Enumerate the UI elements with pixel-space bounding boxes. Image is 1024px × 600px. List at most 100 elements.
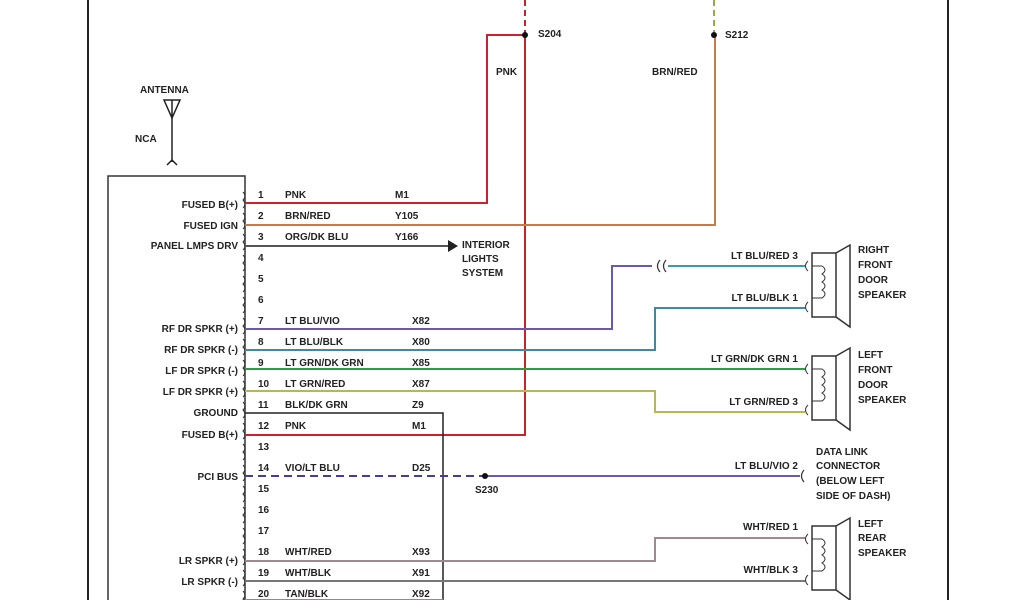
pin-circuit: X80 <box>412 337 430 348</box>
svg-text:LF DR SPKR (+): LF DR SPKR (+) <box>163 387 238 398</box>
svg-text:LT GRN/RED 3: LT GRN/RED 3 <box>729 397 798 408</box>
rf-speaker-icon <box>805 243 851 329</box>
svg-text:WHT/BLK 3: WHT/BLK 3 <box>744 565 799 576</box>
pin-num: 10 <box>258 379 270 390</box>
pin-num: 7 <box>258 316 264 327</box>
pin-num: 16 <box>258 505 270 516</box>
svg-text:LIGHTS: LIGHTS <box>462 254 499 265</box>
pin-circuit: X93 <box>412 547 430 558</box>
pin-num: 8 <box>258 337 264 348</box>
pin-num: 1 <box>258 190 264 201</box>
svg-text:FUSED B(+): FUSED B(+) <box>182 200 238 211</box>
svg-text:PANEL LMPS DRV: PANEL LMPS DRV <box>151 241 239 252</box>
pin-circuit: X92 <box>412 589 430 600</box>
dlc-label: DATA LINK CONNECTOR (BELOW LEFT SIDE OF … <box>816 447 890 502</box>
lf-speaker-icon <box>805 346 851 432</box>
wire-pin12 <box>245 35 526 436</box>
svg-text:LT BLU/VIO 2: LT BLU/VIO 2 <box>735 461 799 472</box>
pin-bracket <box>242 212 246 230</box>
wire-pin7 <box>245 265 652 330</box>
pin-circuit: D25 <box>412 463 431 474</box>
pin-circuit: Y105 <box>395 211 419 222</box>
svg-text:LEFT: LEFT <box>858 350 883 361</box>
wire-pin10 <box>245 390 805 413</box>
wires <box>245 0 805 600</box>
pin-num: 13 <box>258 442 270 453</box>
wire-pin11 <box>245 412 444 600</box>
pin-num: 12 <box>258 421 270 432</box>
svg-text:LT BLU/RED 3: LT BLU/RED 3 <box>731 251 798 262</box>
pin-num: 5 <box>258 274 264 285</box>
pin-bracket <box>242 338 246 356</box>
pin-num: 11 <box>258 400 269 411</box>
pin-bracket <box>242 443 246 461</box>
antenna-icon <box>162 99 182 166</box>
pin-color: ORG/DK BLU <box>285 232 348 243</box>
svg-text:LF DR SPKR (-): LF DR SPKR (-) <box>165 366 238 377</box>
svg-text:DOOR: DOOR <box>858 275 889 286</box>
pin-num: 9 <box>258 358 264 369</box>
splice-s212-dot <box>711 32 717 38</box>
pin-circuit: M1 <box>412 421 426 432</box>
inline-connector-icon <box>656 259 667 273</box>
pin-color: WHT/BLK <box>285 568 332 579</box>
pin-color: LT BLU/BLK <box>285 337 344 348</box>
pin-bracket <box>242 233 246 251</box>
riser-pnk-label: PNK <box>496 67 518 78</box>
pin-bracket <box>242 254 246 272</box>
pin-bracket <box>242 275 246 293</box>
pin-num: 4 <box>258 253 264 264</box>
pin-bracket <box>242 569 246 587</box>
svg-text:SPEAKER: SPEAKER <box>858 548 907 559</box>
svg-text:RF DR SPKR (-): RF DR SPKR (-) <box>164 345 238 356</box>
pin-bracket <box>242 590 246 600</box>
pin-bracket <box>242 548 246 566</box>
pin-num: 20 <box>258 589 270 600</box>
arrow-icon <box>448 240 458 252</box>
pin-num: 19 <box>258 568 270 579</box>
rf-speaker-label: RIGHT FRONT DOOR SPEAKER <box>858 245 907 301</box>
wire-pin18 <box>245 537 805 562</box>
interior-lights-label: INTERIOR LIGHTS SYSTEM <box>462 240 511 279</box>
pin-bracket <box>242 401 246 419</box>
splice-s230-label: S230 <box>475 485 499 496</box>
splice-s212-label: S212 <box>725 30 749 41</box>
lr-speaker-label: LEFT REAR SPEAKER <box>858 519 907 559</box>
svg-text:REAR: REAR <box>858 533 887 544</box>
svg-text:LR SPKR (-): LR SPKR (-) <box>181 577 238 588</box>
svg-text:LEFT: LEFT <box>858 519 883 530</box>
pin-num: 2 <box>258 211 264 222</box>
svg-text:SPEAKER: SPEAKER <box>858 395 907 406</box>
pin-circuit: X87 <box>412 379 430 390</box>
pin-num: 14 <box>258 463 270 474</box>
pin-num: 18 <box>258 547 270 558</box>
pin-circuit: X85 <box>412 358 430 369</box>
right-wire-labels: LT BLU/RED 3 LT BLU/BLK 1 LT GRN/DK GRN … <box>711 251 798 576</box>
pin-bracket <box>242 317 246 335</box>
lf-speaker-label: LEFT FRONT DOOR SPEAKER <box>858 350 907 406</box>
pin-color: PNK <box>285 421 307 432</box>
svg-text:DATA LINK: DATA LINK <box>816 447 869 458</box>
riser-brn-red-label: BRN/RED <box>652 67 698 78</box>
pin-bracket <box>242 464 246 482</box>
svg-text:DOOR: DOOR <box>858 380 889 391</box>
function-labels: FUSED B(+) FUSED IGN PANEL LMPS DRV RF D… <box>151 200 239 588</box>
svg-text:FUSED B(+): FUSED B(+) <box>182 430 238 441</box>
svg-text:RIGHT: RIGHT <box>858 245 889 256</box>
pin-color: PNK <box>285 190 307 201</box>
svg-text:INTERIOR: INTERIOR <box>462 240 511 251</box>
pin-color: LT BLU/VIO <box>285 316 340 327</box>
svg-text:RF DR SPKR (+): RF DR SPKR (+) <box>162 324 238 335</box>
pin-circuit: X82 <box>412 316 430 327</box>
connector-pins: 1 PNK M1 2 BRN/RED Y105 3 ORG/DK BLU Y166 4 5 6 7 LT … <box>242 190 431 600</box>
svg-text:LT BLU/BLK 1: LT BLU/BLK 1 <box>732 293 799 304</box>
pin-circuit: Z9 <box>412 400 424 411</box>
splice-s204-dot <box>522 32 528 38</box>
svg-text:PCI BUS: PCI BUS <box>197 472 238 483</box>
svg-text:GROUND: GROUND <box>194 408 238 419</box>
pin-num: 15 <box>258 484 270 495</box>
splice-s230-dot <box>482 473 488 479</box>
dlc-connector-icon <box>800 469 805 483</box>
svg-text:FUSED IGN: FUSED IGN <box>184 221 238 232</box>
